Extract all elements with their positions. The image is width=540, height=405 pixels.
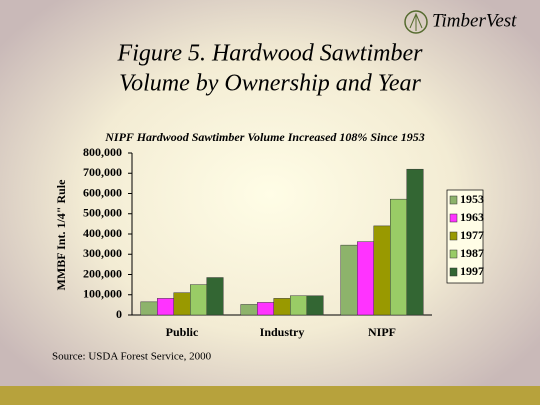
legend-label: 1997 <box>460 264 484 278</box>
bar <box>340 244 358 316</box>
bar <box>140 301 158 316</box>
y-tick-label: 300,000 <box>83 246 122 260</box>
footer-band <box>0 386 540 405</box>
y-tick-label: 0 <box>116 307 122 321</box>
y-tick-label: 200,000 <box>83 266 122 280</box>
x-tick-label: NIPF <box>368 325 396 339</box>
bar <box>240 304 258 316</box>
legend-swatch <box>449 195 458 205</box>
x-tick-label: Industry <box>260 325 305 339</box>
logo-tree <box>409 12 423 31</box>
legend-label: 1963 <box>460 210 484 224</box>
bar <box>173 292 191 316</box>
bar <box>357 241 374 316</box>
y-tick-label: 100,000 <box>83 287 122 301</box>
bar <box>306 295 324 316</box>
bar <box>390 198 407 316</box>
bar <box>406 168 424 316</box>
bar <box>206 277 224 316</box>
bar <box>157 298 174 316</box>
chart-title: Figure 5. Hardwood Sawtimber <box>117 41 424 67</box>
bar <box>190 284 207 316</box>
legend-swatch <box>449 213 458 223</box>
bar <box>257 302 274 316</box>
legend-label: 1987 <box>460 246 484 260</box>
chart-subtitle: NIPF Hardwood Sawtimber Volume Increased… <box>104 130 424 144</box>
y-tick-label: 700,000 <box>83 165 122 179</box>
chart-title: Volume by Ownership and Year <box>119 71 421 97</box>
logo: TimberVest <box>432 10 517 31</box>
legend-label: 1977 <box>460 228 484 242</box>
y-tick-label: 400,000 <box>83 226 122 240</box>
y-axis-label: MMBF Int. 1/4" Rule <box>54 179 68 291</box>
legend-swatch <box>449 267 458 277</box>
legend-swatch <box>449 231 458 241</box>
source: Source: USDA Forest Service, 2000 <box>52 351 212 363</box>
legend-swatch <box>449 249 458 259</box>
y-tick-label: 600,000 <box>83 185 122 199</box>
x-tick-label: Public <box>166 325 199 339</box>
y-tick-label: 800,000 <box>83 145 122 159</box>
y-tick-label: 500,000 <box>83 206 122 220</box>
legend-label: 1953 <box>460 192 484 206</box>
bar <box>290 295 307 316</box>
logo-icon <box>404 10 428 34</box>
bar <box>373 225 391 316</box>
bar <box>273 298 291 316</box>
